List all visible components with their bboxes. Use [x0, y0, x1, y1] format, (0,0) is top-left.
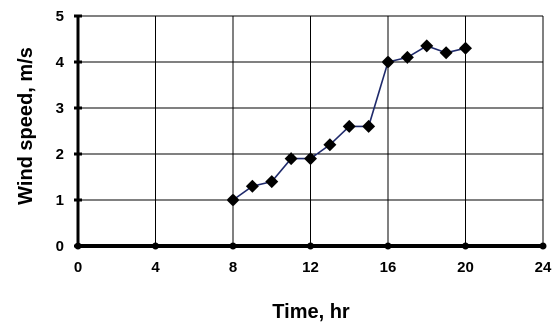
x-tick-label: 24	[535, 259, 552, 276]
y-tick-label: 4	[56, 54, 65, 71]
grid	[78, 15, 544, 246]
data-point-marker	[304, 152, 317, 166]
y-tick-label: 5	[56, 8, 64, 25]
x-tick-label: 0	[74, 259, 82, 276]
data-series	[226, 39, 472, 207]
data-point-marker	[226, 193, 240, 207]
data-point-marker	[400, 50, 414, 64]
y-tick-label: 3	[56, 100, 64, 117]
data-point-marker	[245, 179, 259, 193]
axes	[74, 14, 547, 250]
x-tick-mark	[152, 242, 159, 250]
x-tick-label: 8	[229, 259, 237, 276]
x-tick-label: 12	[302, 259, 319, 276]
x-tick-mark	[74, 242, 82, 250]
y-tick-label: 0	[56, 238, 64, 255]
x-tick-mark	[462, 242, 469, 250]
data-point-marker	[342, 119, 356, 133]
data-point-marker	[459, 41, 472, 55]
x-tick-mark	[539, 242, 547, 250]
data-point-marker	[439, 46, 453, 60]
y-axis-title: Wind speed, m/s	[15, 47, 37, 205]
data-point-marker	[284, 152, 298, 166]
data-point-marker	[381, 55, 395, 69]
x-tick-mark	[384, 242, 392, 250]
x-axis-title: Time, hr	[272, 301, 350, 323]
data-point-marker	[323, 138, 337, 152]
y-tick-label: 1	[56, 192, 64, 209]
data-point-marker	[265, 175, 279, 189]
data-point-marker	[362, 119, 376, 133]
y-tick-label: 2	[56, 146, 64, 163]
x-tick-mark	[307, 242, 314, 250]
data-point-marker	[420, 39, 434, 53]
x-tick-label: 20	[457, 259, 474, 276]
x-tick-label: 4	[151, 259, 160, 276]
x-tick-label: 16	[380, 259, 397, 276]
x-tick-mark	[229, 242, 237, 250]
